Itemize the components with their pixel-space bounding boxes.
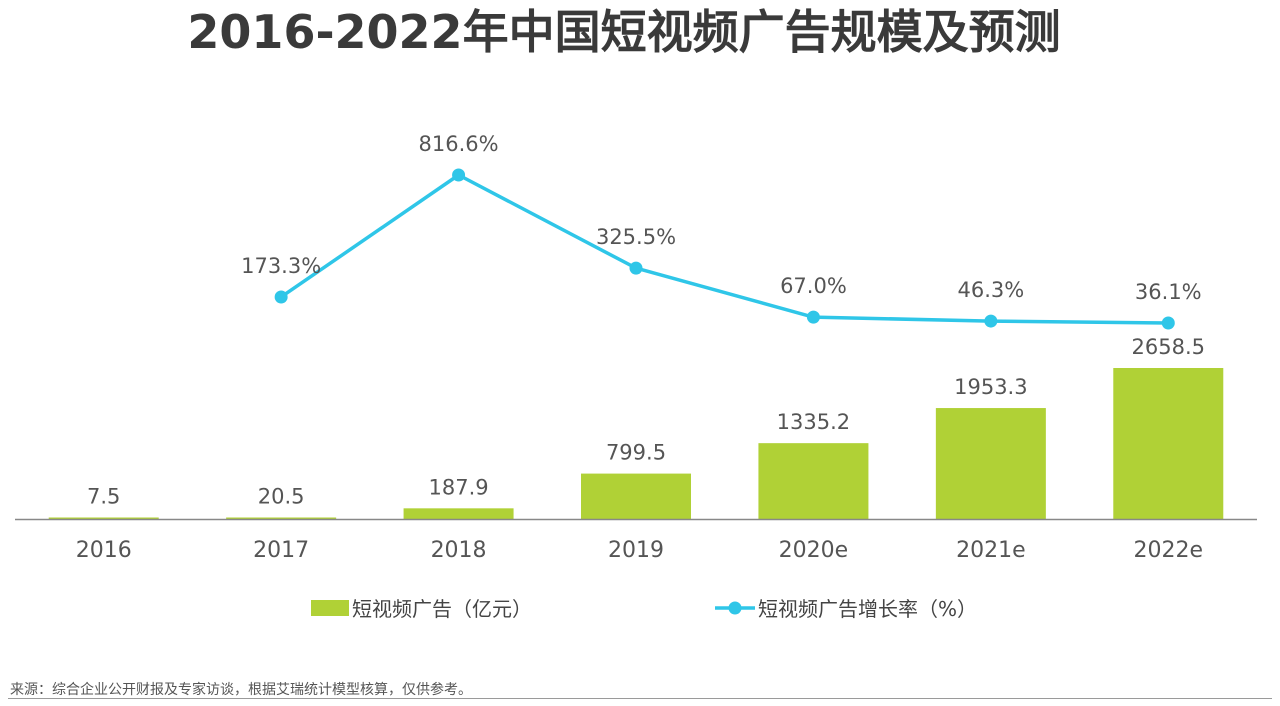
bar-value-label-2022e: 2658.5 [1132, 335, 1205, 359]
line-value-label-2018: 816.6% [419, 132, 499, 156]
x-tick-label-2017: 2017 [253, 538, 309, 563]
x-tick-label-2016: 2016 [76, 538, 132, 563]
line-point-2021e [984, 314, 998, 328]
legend-line-marker [728, 601, 742, 615]
bar-2021e [935, 408, 1046, 519]
bar-2018 [403, 508, 514, 519]
bar-value-label-2019: 799.5 [606, 441, 666, 465]
x-tick-label-2022e: 2022e [1134, 538, 1204, 563]
x-tick-label-2021e: 2021e [956, 538, 1026, 563]
line-point-2020e [806, 310, 820, 324]
footer-divider [8, 698, 1272, 699]
legend-line-label: 短视频广告增长率（%） [758, 597, 977, 621]
source-note: 来源：综合企业公开财报及专家访谈，根据艾瑞统计模型核算，仅供参考。 [10, 682, 472, 698]
line-point-2022e [1161, 316, 1175, 330]
bar-value-label-2021e: 1953.3 [954, 375, 1027, 399]
line-value-label-2019: 325.5% [596, 225, 676, 249]
bar-value-label-2018: 187.9 [429, 475, 489, 499]
legend-bar-swatch [311, 600, 349, 616]
bar-2019 [581, 473, 691, 519]
line-point-2019 [629, 261, 643, 275]
bar-value-label-2017: 20.5 [258, 485, 305, 509]
growth-rate-line [280, 173, 1169, 325]
line-value-label-2020e: 67.0% [780, 274, 847, 298]
line-value-label-2021e: 46.3% [957, 278, 1024, 302]
line-point-2017 [274, 290, 288, 304]
line-value-label-2022e: 36.1% [1135, 280, 1202, 304]
legend-bar-label: 短视频广告（亿元） [352, 597, 532, 621]
x-tick-label-2018: 2018 [431, 538, 487, 563]
x-tick-label-2019: 2019 [608, 538, 664, 563]
line-value-label-2017: 173.3% [241, 254, 321, 278]
bar-2020e [758, 443, 869, 519]
bar-2022e [1113, 368, 1224, 519]
bar-value-label-2016: 7.5 [87, 485, 120, 509]
chart-title: 2016-2022年中国短视频广告规模及预测 [187, 5, 1061, 59]
bar-2017 [226, 517, 337, 519]
line-point-2018 [452, 168, 466, 182]
bar-2016 [48, 517, 159, 519]
bar-value-label-2020e: 1335.2 [777, 410, 850, 434]
x-tick-label-2020e: 2020e [779, 538, 849, 563]
